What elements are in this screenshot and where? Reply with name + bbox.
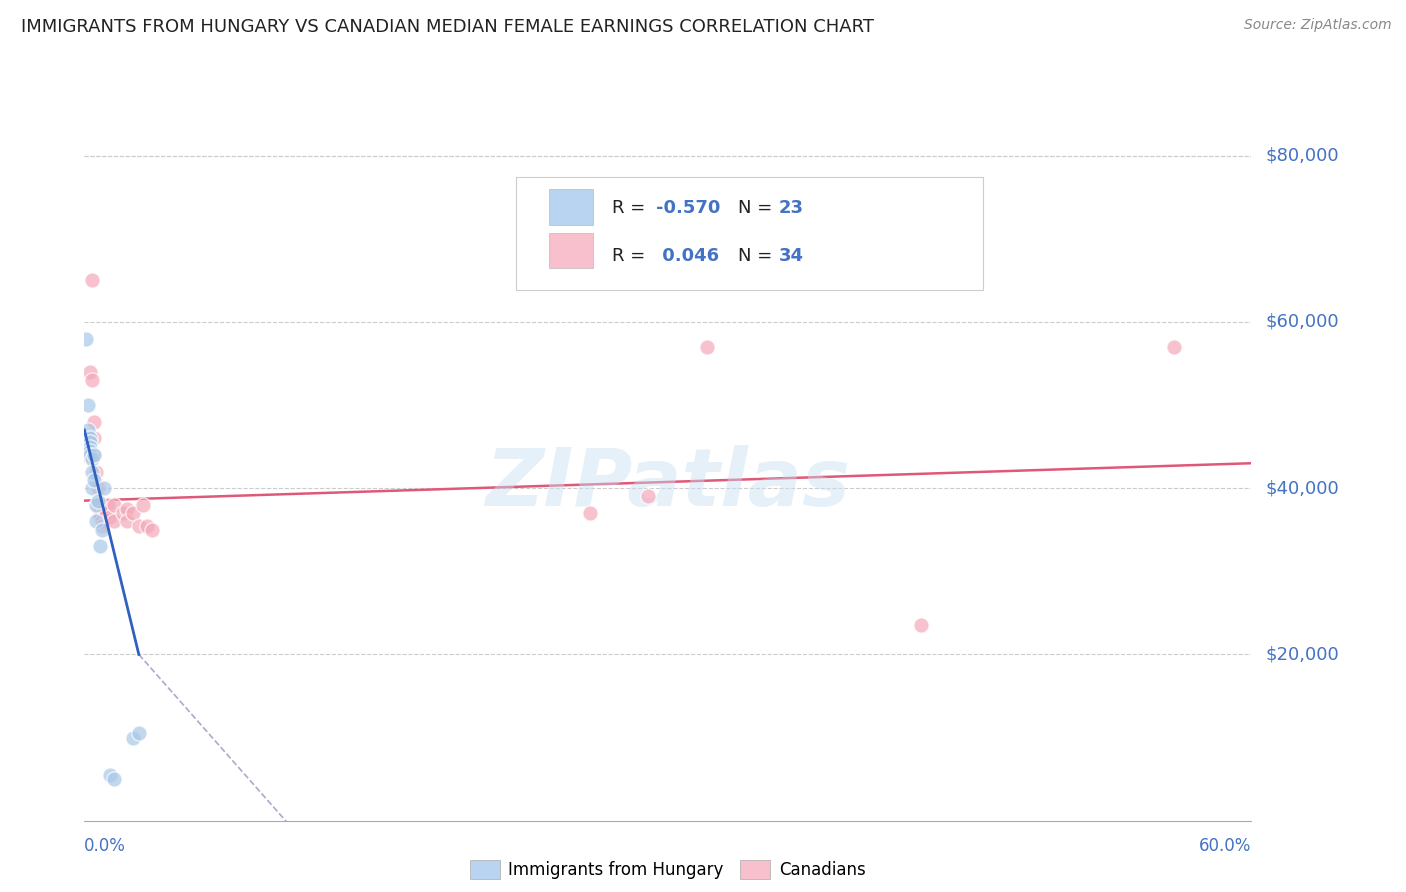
Point — [128, 726, 150, 740]
Point — [98, 510, 121, 524]
Point — [103, 515, 125, 529]
Point — [83, 431, 105, 445]
Text: $80,000: $80,000 — [1265, 146, 1339, 165]
Text: N =: N = — [738, 199, 778, 217]
Point — [579, 506, 602, 520]
Point — [79, 443, 101, 458]
Point — [90, 515, 112, 529]
Point — [87, 493, 110, 508]
Text: $60,000: $60,000 — [1265, 313, 1339, 331]
Point — [1163, 340, 1185, 354]
Point — [87, 498, 110, 512]
Point — [112, 506, 135, 520]
Point — [84, 465, 107, 479]
Point — [84, 515, 107, 529]
Text: R =: R = — [612, 199, 651, 217]
Text: 34: 34 — [779, 247, 804, 265]
Point — [141, 523, 163, 537]
Point — [84, 498, 107, 512]
Point — [115, 502, 138, 516]
Point — [77, 431, 100, 445]
Point — [93, 481, 115, 495]
Point — [77, 398, 100, 412]
Point — [75, 448, 97, 462]
Text: $40,000: $40,000 — [1265, 479, 1339, 497]
Point — [89, 506, 111, 520]
Point — [97, 498, 120, 512]
Point — [103, 498, 125, 512]
FancyBboxPatch shape — [548, 189, 593, 225]
Point — [98, 768, 121, 782]
Point — [79, 435, 101, 450]
Point — [128, 518, 150, 533]
Point — [90, 523, 112, 537]
Point — [94, 506, 117, 520]
Point — [132, 498, 155, 512]
Point — [122, 731, 145, 745]
Point — [103, 772, 125, 786]
Point — [79, 365, 101, 379]
Text: Source: ZipAtlas.com: Source: ZipAtlas.com — [1244, 18, 1392, 32]
Point — [83, 448, 105, 462]
Point — [75, 332, 97, 346]
Text: -0.570: -0.570 — [657, 199, 720, 217]
Point — [82, 273, 104, 287]
Point — [115, 515, 138, 529]
Point — [83, 473, 105, 487]
Text: $20,000: $20,000 — [1265, 646, 1339, 664]
Point — [122, 506, 145, 520]
Text: IMMIGRANTS FROM HUNGARY VS CANADIAN MEDIAN FEMALE EARNINGS CORRELATION CHART: IMMIGRANTS FROM HUNGARY VS CANADIAN MEDI… — [21, 18, 875, 36]
Point — [696, 340, 718, 354]
FancyBboxPatch shape — [516, 177, 983, 291]
Text: ZIPatlas: ZIPatlas — [485, 445, 851, 524]
Point — [82, 452, 104, 467]
FancyBboxPatch shape — [548, 234, 593, 268]
Point — [93, 502, 115, 516]
Text: 23: 23 — [779, 199, 804, 217]
Point — [89, 539, 111, 553]
Legend: Immigrants from Hungary, Canadians: Immigrants from Hungary, Canadians — [464, 853, 872, 886]
Point — [637, 490, 659, 504]
Point — [82, 373, 104, 387]
Point — [77, 423, 100, 437]
Point — [910, 618, 932, 632]
Text: R =: R = — [612, 247, 651, 265]
Point — [82, 465, 104, 479]
Point — [90, 518, 112, 533]
Point — [83, 415, 105, 429]
Point — [79, 440, 101, 454]
Point — [87, 481, 110, 495]
Text: 60.0%: 60.0% — [1199, 838, 1251, 855]
Point — [79, 448, 101, 462]
Point — [135, 518, 157, 533]
Point — [83, 448, 105, 462]
Point — [82, 481, 104, 495]
Text: 0.0%: 0.0% — [84, 838, 127, 855]
Text: 0.046: 0.046 — [657, 247, 720, 265]
Point — [79, 431, 101, 445]
Text: N =: N = — [738, 247, 778, 265]
Point — [89, 510, 111, 524]
